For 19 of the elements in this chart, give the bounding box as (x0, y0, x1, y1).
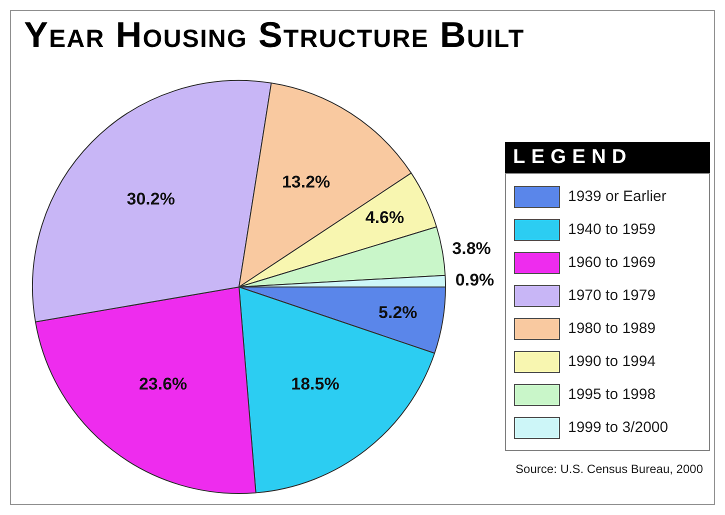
data-label: 30.2% (126, 190, 175, 209)
source-note: Source: U.S. Census Bureau, 2000 (516, 462, 703, 476)
legend-label: 1940 to 1959 (568, 221, 656, 238)
legend-label: 1980 to 1989 (568, 320, 656, 337)
legend-label: 1990 to 1994 (568, 353, 656, 370)
data-label: 23.6% (138, 374, 188, 394)
legend-label: 1999 to 3/2000 (568, 419, 668, 436)
legend-label: 1970 to 1979 (568, 287, 656, 304)
data-label: 3.8% (452, 238, 491, 258)
data-label: 18.5% (291, 374, 340, 394)
data-label: 5.2% (378, 302, 418, 322)
legend-label: 1995 to 1998 (568, 386, 656, 403)
legend-title: LEGEND (505, 142, 710, 173)
data-label: 0.9% (455, 270, 494, 290)
chart-title: Year Housing Structure Built (24, 14, 525, 56)
legend-label: 1960 to 1969 (568, 254, 656, 271)
data-label: 4.6% (365, 208, 404, 228)
data-label: 13.2% (282, 172, 330, 192)
legend-label: 1939 or Earlier (568, 188, 666, 205)
